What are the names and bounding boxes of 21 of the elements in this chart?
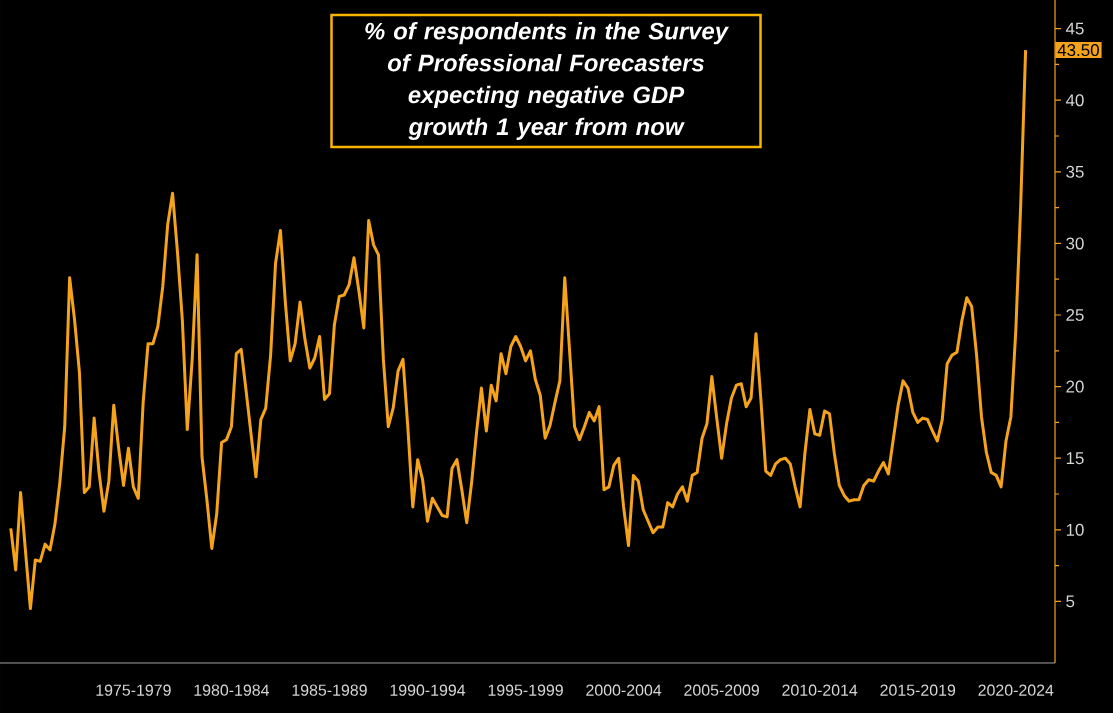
y-tick-label: 5 — [1066, 595, 1075, 608]
x-tick-label: 2000-2004 — [586, 684, 662, 696]
y-tick-label: 20 — [1066, 380, 1084, 393]
y-tick-label: 40 — [1065, 94, 1084, 107]
x-tick-label: 2015-2019 — [880, 684, 956, 696]
text: 43.50 — [1057, 44, 1099, 57]
x-tick-label: 1975-1979 — [96, 684, 171, 696]
y-tick-label: 45 — [1065, 22, 1084, 35]
y-tick-label: 25 — [1066, 309, 1084, 322]
y-tick-label: 35 — [1066, 165, 1084, 178]
x-tick-label: 1985-1989 — [292, 684, 367, 696]
x-tick-label: 1995-1999 — [488, 684, 563, 696]
x-tick-label: 2005-2009 — [684, 684, 759, 696]
x-tick-label: 1980-1984 — [194, 684, 270, 696]
x-tick-label: 2020-2024 — [978, 684, 1054, 696]
y-tick-label: 15 — [1066, 452, 1084, 465]
x-tick-label: 2010-2014 — [782, 684, 858, 696]
y-tick-label: 30 — [1066, 237, 1084, 250]
x-tick-label: 1990-1994 — [390, 684, 466, 696]
text: % of respondents in the Survey of Professional Forecasters expecting negative GDP growth 1 year from now — [365, 22, 729, 140]
y-tick-label: 10 — [1066, 523, 1084, 536]
